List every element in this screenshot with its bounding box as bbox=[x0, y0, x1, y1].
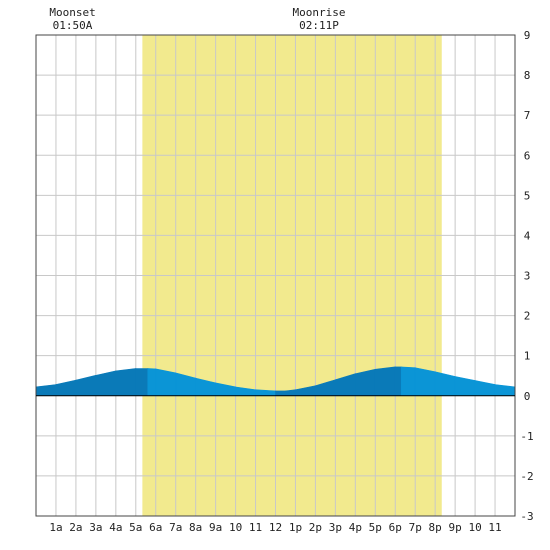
x-tick-label: 2p bbox=[309, 521, 322, 534]
moon-event-time: 02:11P bbox=[299, 19, 339, 32]
x-tick-label: 9p bbox=[449, 521, 462, 534]
tide-area-segment bbox=[400, 366, 416, 397]
x-tick-label: 4p bbox=[349, 521, 362, 534]
x-tick-label: 11 bbox=[488, 521, 501, 534]
tide-area-segment bbox=[135, 368, 149, 397]
tide-area-segment bbox=[275, 390, 286, 397]
x-tick-label: 12 bbox=[269, 521, 282, 534]
moon-event-label: Moonset bbox=[49, 6, 95, 19]
y-tick-label: -2 bbox=[520, 470, 533, 483]
y-tick-label: 9 bbox=[524, 29, 531, 42]
x-tick-label: 4a bbox=[109, 521, 122, 534]
x-tick-label: 10 bbox=[229, 521, 242, 534]
tide-area-segment bbox=[115, 368, 137, 397]
plot-border bbox=[35, 34, 516, 517]
x-tick-label: 9a bbox=[209, 521, 222, 534]
tide-area-segment bbox=[285, 389, 296, 397]
y-tick-label: 5 bbox=[524, 189, 531, 202]
y-tick-label: 2 bbox=[524, 310, 531, 323]
x-tick-label: 3p bbox=[329, 521, 342, 534]
tide-area-segment bbox=[255, 389, 276, 397]
x-tick-label: 6p bbox=[389, 521, 402, 534]
x-tick-label: 1p bbox=[289, 521, 302, 534]
y-tick-label: 1 bbox=[524, 350, 531, 363]
x-tick-label: 8a bbox=[189, 521, 202, 534]
x-tick-label: 8p bbox=[429, 521, 442, 534]
tide-area-segment bbox=[155, 368, 177, 397]
y-tick-label: 8 bbox=[524, 69, 531, 82]
x-tick-label: 7a bbox=[169, 521, 182, 534]
x-tick-label: 7p bbox=[409, 521, 422, 534]
y-tick-label: 4 bbox=[524, 229, 531, 242]
moon-event-time: 01:50A bbox=[53, 19, 93, 32]
x-tick-label: 3a bbox=[89, 521, 102, 534]
tide-area-segment bbox=[414, 367, 436, 397]
y-tick-label: 6 bbox=[524, 149, 531, 162]
x-tick-label: 1a bbox=[49, 521, 62, 534]
tide-area-segment bbox=[374, 366, 396, 397]
y-tick-label: 3 bbox=[524, 270, 531, 283]
y-tick-label: 7 bbox=[524, 109, 531, 122]
y-tick-label: 0 bbox=[524, 390, 531, 403]
x-tick-label: 5p bbox=[369, 521, 382, 534]
tide-area-segment bbox=[95, 370, 117, 397]
y-tick-label: -1 bbox=[520, 430, 533, 443]
y-tick-label: -3 bbox=[520, 510, 533, 523]
x-tick-label: 10 bbox=[468, 521, 481, 534]
x-tick-label: 5a bbox=[129, 521, 142, 534]
x-tick-label: 2a bbox=[69, 521, 82, 534]
tide-area-segment bbox=[355, 368, 376, 397]
x-tick-label: 11 bbox=[249, 521, 262, 534]
x-tick-label: 6a bbox=[149, 521, 162, 534]
tide-area-segment bbox=[147, 368, 157, 397]
tide-area-segment bbox=[394, 366, 402, 397]
moon-event-label: Moonrise bbox=[293, 6, 346, 19]
